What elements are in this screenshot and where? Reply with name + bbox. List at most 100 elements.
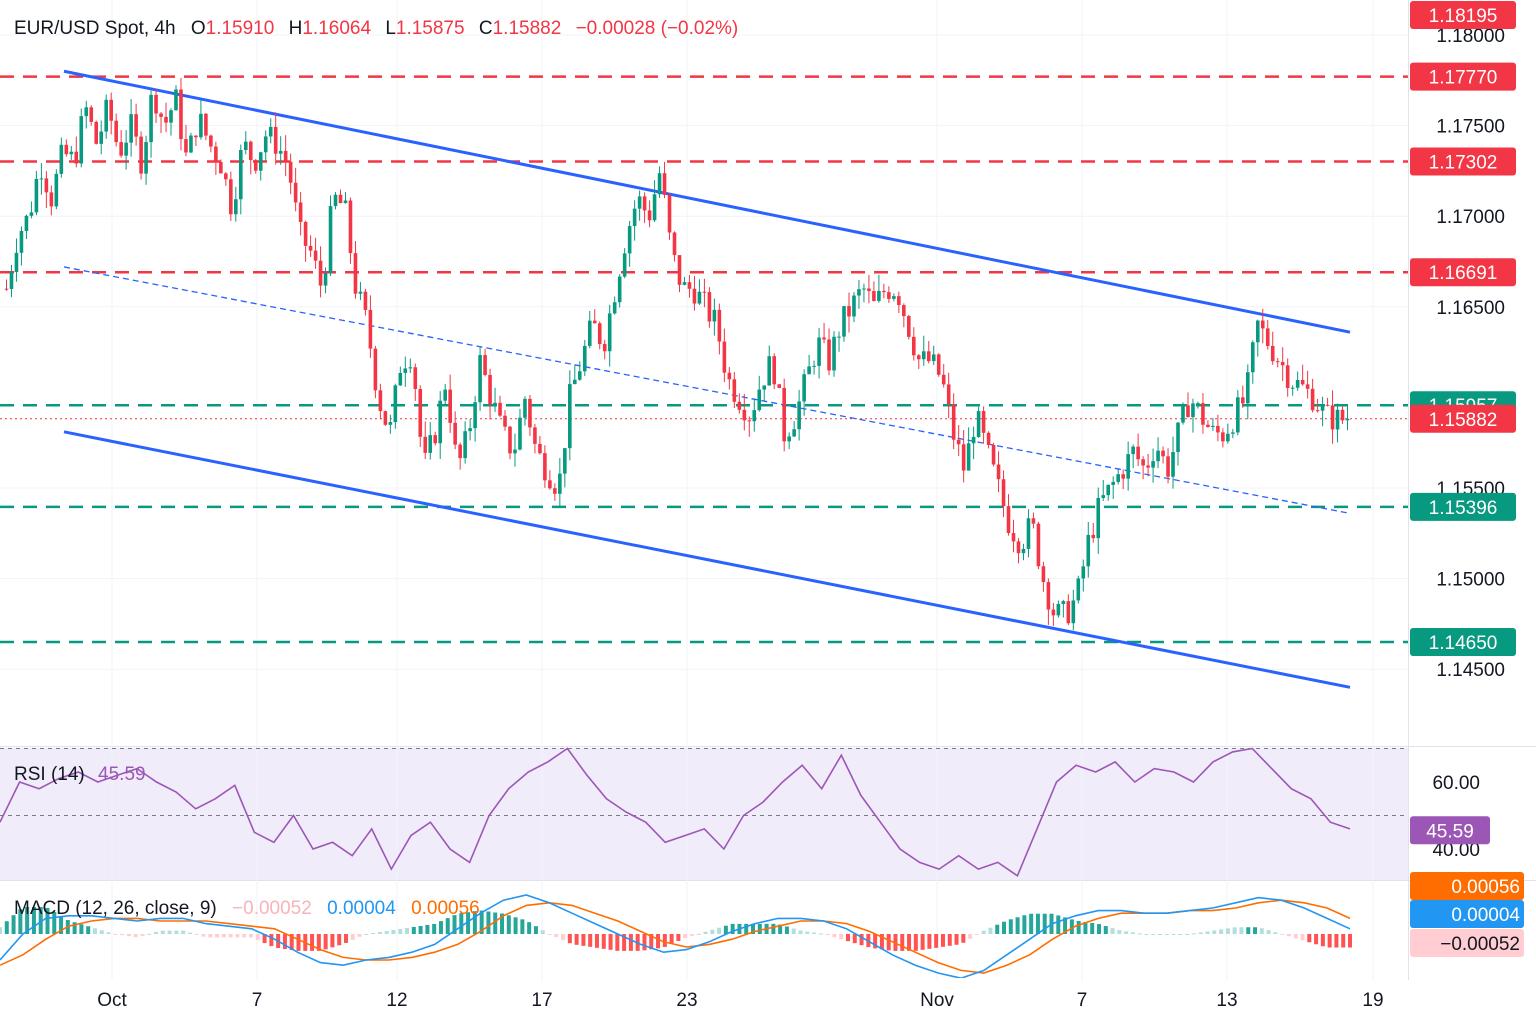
- candle-body: [882, 290, 886, 293]
- macd-value-tag-label: −0.00052: [1440, 934, 1520, 955]
- macd-hist-bar: [567, 934, 572, 944]
- candle-body: [817, 337, 821, 366]
- macd-hist-bar: [18, 909, 23, 934]
- macd-hist-bar: [282, 934, 287, 950]
- macd-hist-bar: [52, 911, 57, 934]
- candle-body: [134, 114, 138, 137]
- macd-hist-bar: [934, 934, 939, 948]
- candle-body: [936, 354, 941, 375]
- macd-hist-bar: [594, 934, 599, 948]
- candle-body: [144, 142, 148, 174]
- close-value: 1.15882: [493, 18, 562, 39]
- macd-hist-bar: [757, 923, 762, 934]
- level-tag-label: 1.18195: [1429, 6, 1498, 27]
- candle-body: [253, 160, 258, 171]
- macd-hist-bar: [920, 934, 925, 950]
- macd-hist-bar: [730, 923, 735, 934]
- candle-body: [1340, 409, 1345, 421]
- price-tick-label: 1.16500: [1436, 298, 1505, 319]
- macd-title: MACD (12, 26, close, 9): [14, 898, 217, 919]
- macd-hist-bar: [201, 934, 206, 937]
- macd-hist-bar: [839, 934, 844, 940]
- candle-body: [273, 126, 278, 154]
- candle-body: [9, 272, 14, 289]
- candle-body: [1246, 372, 1250, 404]
- candle-body: [263, 136, 268, 153]
- macd-hist-bar: [330, 934, 335, 948]
- macd-hist-bar: [296, 934, 301, 951]
- candle-body: [1106, 484, 1111, 496]
- candle-body: [573, 379, 577, 385]
- macd-hist-bar: [11, 915, 16, 934]
- candle-body: [842, 306, 846, 337]
- candle-body: [283, 150, 288, 162]
- macd-hist-bar: [527, 922, 532, 934]
- macd-hist-bar: [601, 934, 606, 949]
- level-tag-last: [1410, 404, 1516, 433]
- candle-body: [966, 443, 971, 471]
- price-panel[interactable]: [0, 69, 1408, 689]
- candle-body: [154, 94, 158, 114]
- macd-hist-bar: [92, 928, 97, 934]
- candle-body: [607, 313, 612, 352]
- candle-body: [463, 431, 467, 459]
- macd-hist-bar: [615, 934, 620, 951]
- candle-body: [911, 336, 916, 356]
- candle-body: [1305, 384, 1310, 389]
- macd-hist-bar: [852, 934, 857, 944]
- candle-body: [926, 351, 931, 362]
- candle-body: [413, 367, 418, 389]
- macd-hist-bar: [479, 910, 484, 934]
- macd-hist-bar: [676, 934, 681, 941]
- macd-hist-bar: [1015, 917, 1020, 934]
- candle-body: [1161, 450, 1165, 457]
- macd-hist-bar: [1191, 933, 1196, 935]
- candle-body: [24, 215, 29, 231]
- candle-body: [1250, 342, 1255, 373]
- candle-body: [478, 355, 482, 403]
- candle-body: [1146, 465, 1150, 468]
- macd-hist-bar: [472, 911, 477, 934]
- macd-hist-bar: [608, 934, 613, 950]
- candle-body: [174, 89, 178, 111]
- candle-body: [49, 192, 54, 207]
- macd-hist-bar: [1307, 934, 1312, 943]
- macd-hist-bar: [1219, 929, 1224, 934]
- candle-body: [428, 435, 433, 453]
- macd-hist-bar: [147, 933, 152, 935]
- macd-value: 0.00004: [327, 898, 396, 919]
- candle-body: [1201, 403, 1205, 425]
- macd-hist-bar: [432, 923, 437, 934]
- candle-body: [1011, 533, 1016, 542]
- macd-hist-bar: [1117, 930, 1122, 934]
- candle-body: [388, 422, 393, 425]
- macd-hist-bar: [669, 934, 674, 944]
- candle-body: [747, 420, 752, 422]
- candle-body: [19, 230, 24, 253]
- level-tag-label: 1.14650: [1429, 633, 1498, 654]
- macd-hist-bar: [99, 930, 104, 934]
- candle-body: [303, 221, 308, 246]
- macd-hist-bar: [1286, 934, 1291, 937]
- candle-body: [268, 126, 273, 137]
- candle-body: [1166, 456, 1170, 477]
- candle-body: [498, 402, 502, 416]
- candle-body: [996, 464, 1001, 480]
- macd-hist-bar: [1320, 934, 1325, 947]
- macd-hist-bar: [513, 917, 518, 934]
- macd-hist-bar: [784, 926, 789, 934]
- macd-hist-bar: [228, 934, 233, 938]
- macd-hist-bar: [126, 934, 131, 937]
- macd-panel[interactable]: [0, 894, 1352, 978]
- candle-body: [393, 385, 398, 423]
- candle-body: [667, 194, 672, 233]
- macd-hist-bar: [167, 930, 172, 934]
- candle-body: [1310, 388, 1315, 411]
- candle-body: [1181, 405, 1185, 423]
- channel-upper-line: [63, 69, 1351, 334]
- macd-hist-bar: [778, 924, 783, 934]
- candle-body: [907, 316, 911, 337]
- candle-body: [458, 444, 462, 459]
- rsi-panel[interactable]: [0, 747, 1408, 878]
